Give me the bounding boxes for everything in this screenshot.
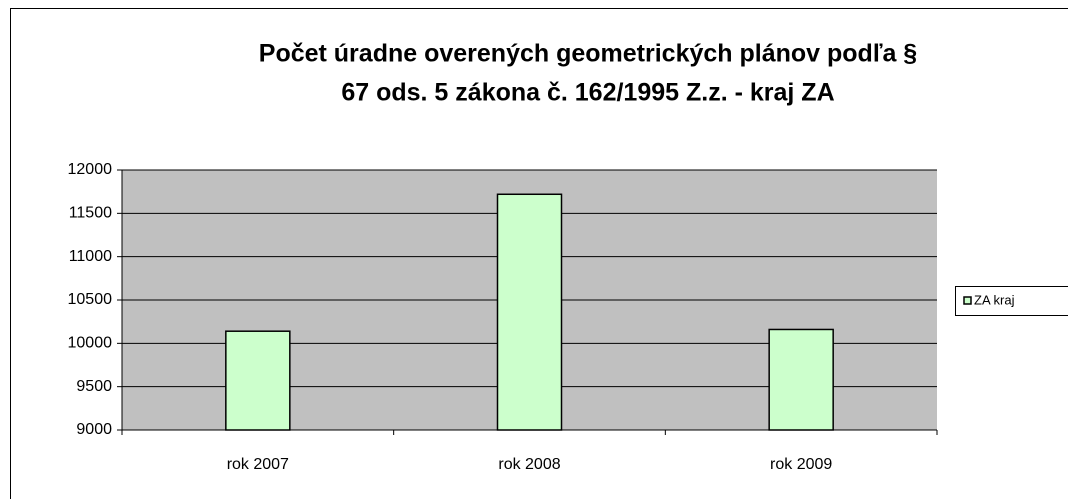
y-tick-label: 11500 [69, 205, 112, 222]
bar [498, 194, 562, 430]
bar [769, 329, 833, 430]
x-tick-label: rok 2009 [770, 456, 832, 473]
x-tick-label: rok 2008 [498, 456, 560, 473]
chart-title: 67 ods. 5 zákona č. 162/1995 Z.z. - kraj… [341, 79, 834, 107]
y-tick-label: 10500 [68, 291, 113, 308]
y-tick-label: 11000 [69, 248, 112, 265]
y-tick-label: 10000 [68, 335, 113, 352]
y-tick-label: 12000 [68, 161, 113, 178]
chart-title: Počet úradne overených geometrických plá… [259, 40, 917, 68]
bar [226, 331, 290, 430]
y-tick-label: 9000 [76, 421, 112, 438]
x-tick-label: rok 2007 [227, 456, 289, 473]
legend-swatch [964, 297, 971, 304]
legend-label: ZA kraj [974, 292, 1015, 307]
y-tick-label: 9500 [76, 378, 112, 395]
